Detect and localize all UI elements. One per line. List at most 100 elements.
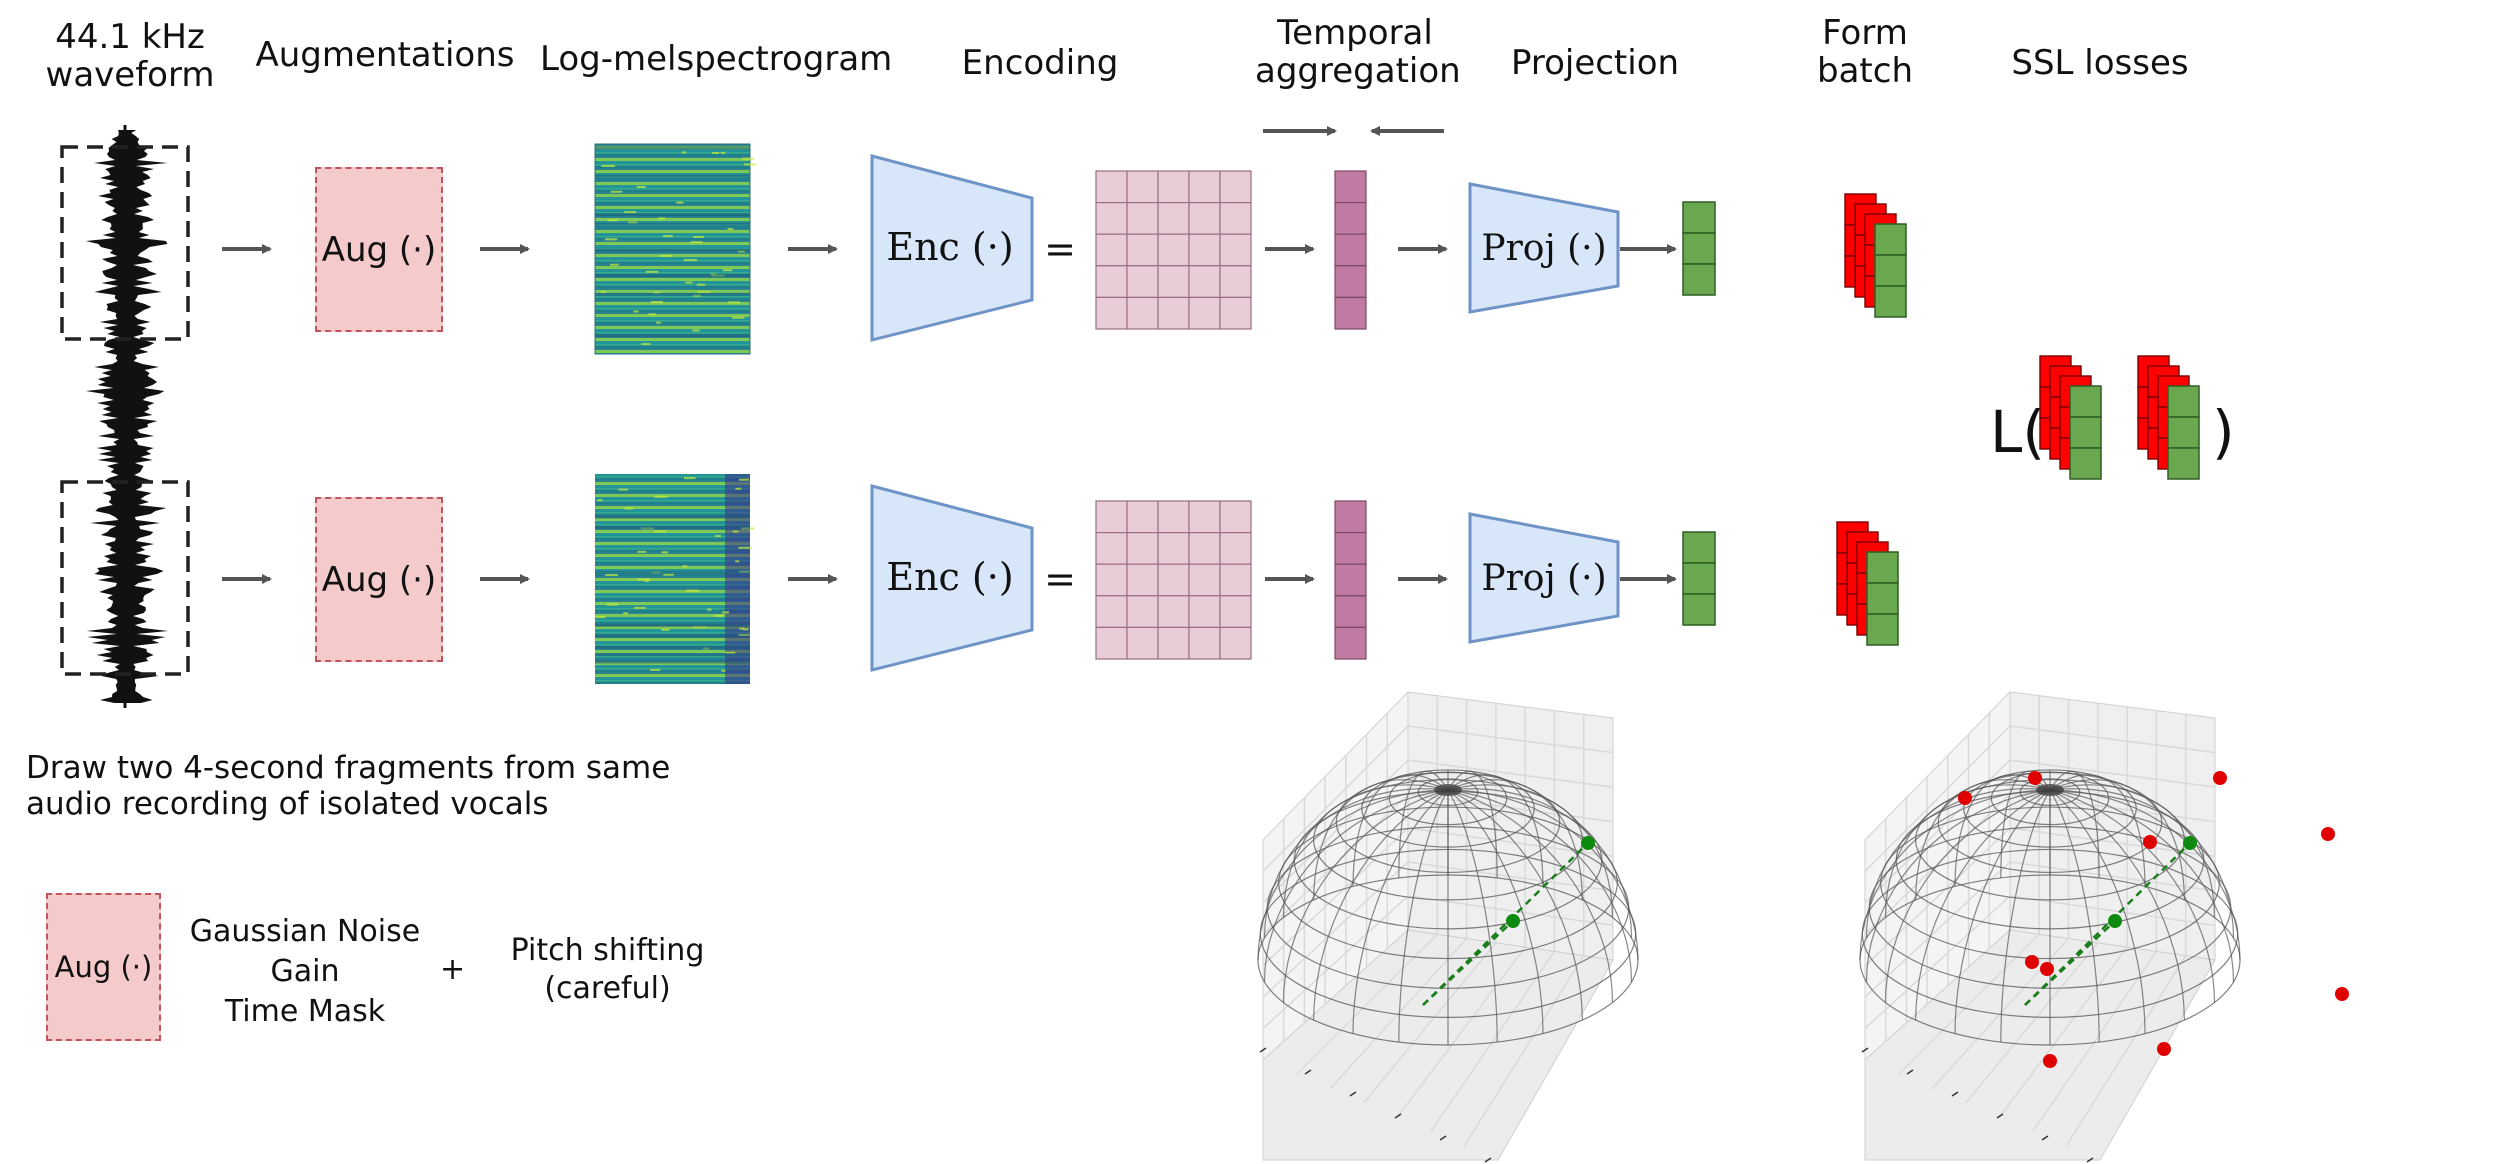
embedding-cell <box>1874 254 1907 287</box>
embedding-cell <box>1866 613 1899 646</box>
embedding-cell <box>1682 593 1716 626</box>
feature-cell <box>1126 170 1159 204</box>
feature-cell <box>1157 595 1190 628</box>
feature-cell <box>1188 500 1221 534</box>
feature-cell <box>1126 500 1159 534</box>
vector-cell <box>1334 626 1367 660</box>
batch-stack-top <box>1844 193 1907 318</box>
projection-block-bottom <box>1468 512 1620 644</box>
feature-cell <box>1157 531 1190 565</box>
embedding-cell <box>1866 551 1899 584</box>
loss-batch-b <box>2137 355 2200 480</box>
temporal-vector-bottom <box>1334 500 1367 660</box>
feature-cell <box>1219 531 1252 565</box>
loss-batch-a <box>2039 355 2102 480</box>
feature-cell <box>1219 626 1252 660</box>
projection-label: Proj (·) <box>1481 558 1606 599</box>
embedding-cell <box>2167 416 2200 449</box>
encoder-label: Enc (·) <box>886 225 1013 269</box>
pitch-shifting-note: Pitch shifting (careful) <box>510 933 705 1006</box>
feature-cell <box>1219 500 1252 534</box>
embedding-cell <box>2167 385 2200 418</box>
aug-block-top: Aug (·) <box>315 167 443 332</box>
header-form-batch: Form batch <box>1817 13 1913 91</box>
embedding-vector-bottom <box>1682 531 1716 626</box>
feature-cell <box>1126 296 1159 330</box>
embedding-cell <box>2069 447 2102 480</box>
feature-cell <box>1157 170 1190 204</box>
negative-point <box>2143 835 2157 849</box>
feature-cell <box>1126 233 1159 267</box>
batch-stack-bottom <box>1836 521 1899 646</box>
feature-cell <box>1219 265 1252 298</box>
header-melspectrogram: Log-melspectrogram <box>540 39 893 79</box>
embedding-point <box>2108 914 2122 928</box>
equals-sign: = <box>1044 227 1076 271</box>
feature-cell <box>1095 202 1128 235</box>
feature-cell <box>1095 531 1128 565</box>
feature-cell <box>1188 296 1221 330</box>
embedding-cell <box>1682 201 1716 234</box>
feature-cell <box>1095 296 1128 330</box>
feature-cell <box>1095 595 1128 628</box>
embedding-cell <box>1682 531 1716 564</box>
legend-aug-label: Aug (·) <box>54 950 153 984</box>
embedding-cell <box>1682 562 1716 595</box>
feature-cell <box>1157 265 1190 298</box>
embedding-cell <box>1682 232 1716 265</box>
feature-grid-top <box>1095 170 1252 330</box>
embedding-cell <box>2069 385 2102 418</box>
feature-grid-bottom <box>1095 500 1252 660</box>
fragment-box-bottom <box>60 480 190 676</box>
waveform-graphic <box>85 125 169 708</box>
negative-point <box>2213 771 2227 785</box>
feature-cell <box>1157 202 1190 235</box>
negative-point <box>2043 1054 2057 1068</box>
feature-cell <box>1157 626 1190 660</box>
header-projection: Projection <box>1510 43 1680 83</box>
header-waveform: 44.1 kHz waveform <box>45 17 215 95</box>
embedding-vector-top <box>1682 201 1716 296</box>
equals-sign: = <box>1044 557 1076 601</box>
feature-cell <box>1188 626 1221 660</box>
feature-cell <box>1157 296 1190 330</box>
feature-cell <box>1095 500 1128 534</box>
loss-prefix: L( <box>1990 398 2045 466</box>
feature-cell <box>1188 595 1221 628</box>
feature-cell <box>1219 170 1252 204</box>
embedding-cell <box>1682 263 1716 296</box>
embedding-cell <box>1866 582 1899 615</box>
aug-block-bottom: Aug (·) <box>315 497 443 662</box>
feature-cell <box>1095 563 1128 597</box>
encoder-label: Enc (·) <box>886 555 1013 599</box>
feature-cell <box>1219 233 1252 267</box>
fragment-box-top <box>60 145 190 341</box>
negative-point <box>2335 987 2349 1001</box>
augmentation-list: Gaussian Noise Gain Time Mask <box>189 914 421 1029</box>
embedding-cell <box>1874 285 1907 318</box>
legend-aug-block: Aug (·) <box>46 893 161 1041</box>
embedding-point <box>1581 836 1595 850</box>
loss-suffix: ) <box>2212 398 2235 466</box>
header-encoding: Encoding <box>961 43 1119 83</box>
vector-cell <box>1334 500 1367 534</box>
vector-cell <box>1334 595 1367 628</box>
feature-cell <box>1095 170 1128 204</box>
feature-cell <box>1126 595 1159 628</box>
vector-cell <box>1334 531 1367 565</box>
vector-cell <box>1334 296 1367 330</box>
feature-cell <box>1126 626 1159 660</box>
feature-cell <box>1095 233 1128 267</box>
feature-cell <box>1219 202 1252 235</box>
feature-cell <box>1188 563 1221 597</box>
embedding-point <box>2183 836 2197 850</box>
embedding-cell <box>2167 447 2200 480</box>
feature-cell <box>1126 531 1159 565</box>
encoder-block-top <box>870 154 1034 342</box>
unit-hemisphere-3d-plot <box>1257 690 1639 1163</box>
embedding-cell <box>1874 223 1907 256</box>
negative-point <box>2025 955 2039 969</box>
plus-sign: + <box>440 952 466 987</box>
feature-cell <box>1157 563 1190 597</box>
feature-cell <box>1219 563 1252 597</box>
